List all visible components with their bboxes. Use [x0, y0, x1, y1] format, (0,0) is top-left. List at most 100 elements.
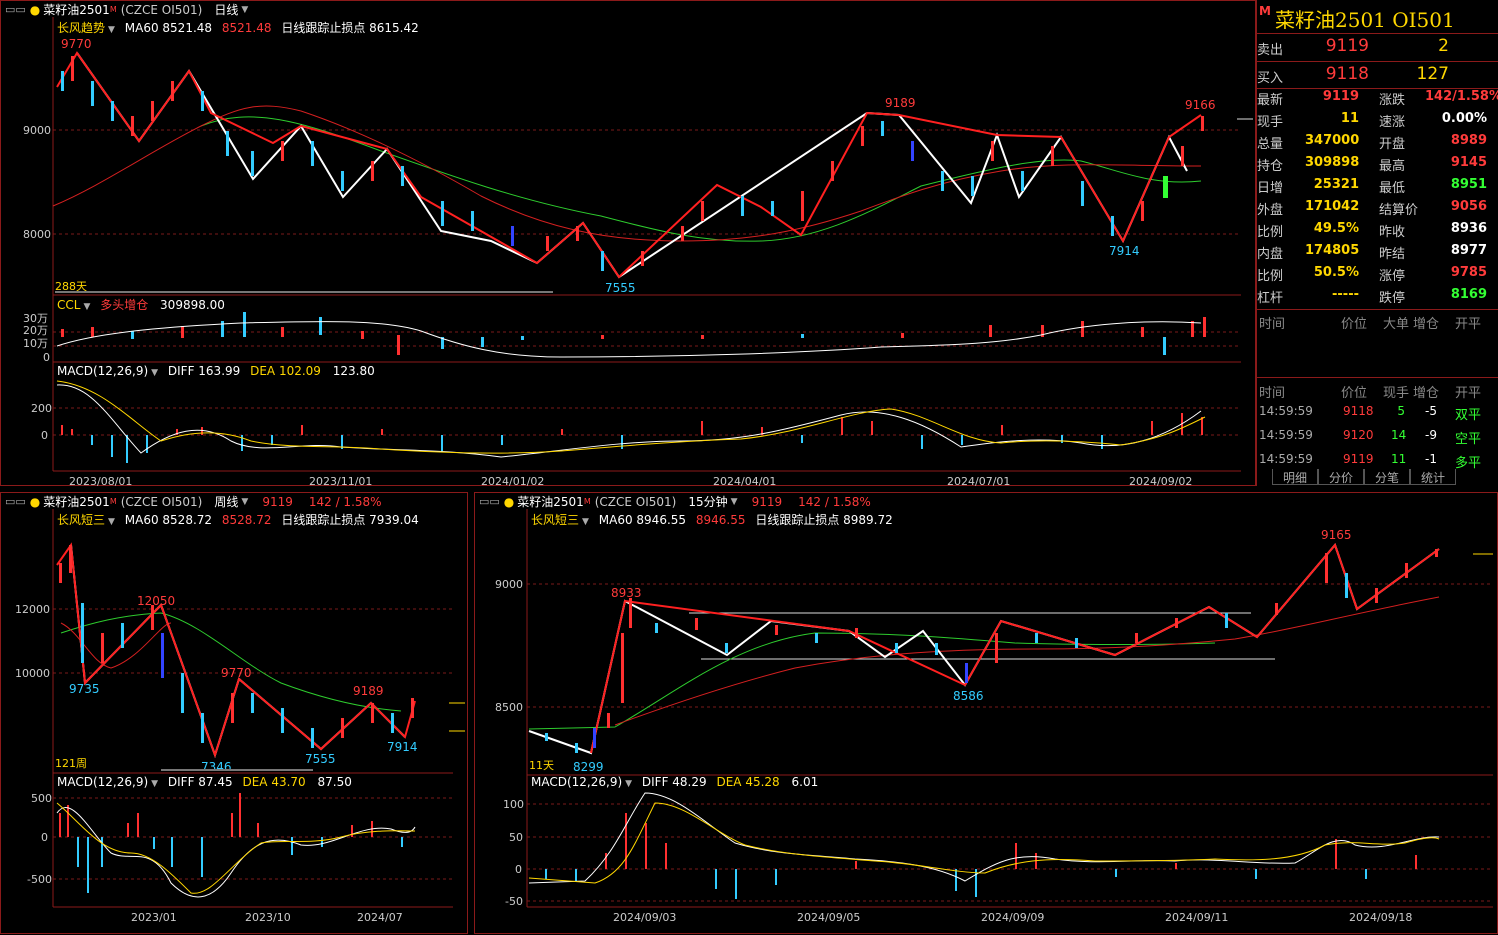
stat-label: 开盘 — [1379, 137, 1406, 152]
chevron-down-icon[interactable]: ▼ — [108, 25, 115, 35]
stat-label: 昨结 — [1379, 247, 1406, 262]
indicator-selector[interactable]: 长风短三 — [531, 513, 580, 527]
macd-dea-line — [56, 380, 1206, 454]
macd-dea-line — [56, 802, 416, 894]
tab-price-dist[interactable]: 分价 — [1318, 469, 1364, 485]
chevron-down-icon[interactable]: ▼ — [83, 302, 91, 312]
macd-diff: DIFF 163.99 — [167, 364, 241, 378]
quote-stat-row: 最新 9119 涨跌 142/1.58% — [1257, 89, 1498, 111]
peak-label: 12050 — [137, 594, 175, 608]
stat-label: 跌停 — [1379, 291, 1406, 306]
macd-dea-line — [528, 802, 1440, 884]
col-oi: 增仓 — [1413, 317, 1440, 332]
stat-value: 174805 — [1305, 243, 1360, 258]
tick-price: 9118 — [1343, 404, 1374, 418]
stat-value: 347000 — [1305, 133, 1360, 148]
quote-stat-row: 杠杆 ----- 跌停 8169 — [1257, 287, 1493, 309]
weekly-chart-panel[interactable]: ▭▭ ● 菜籽油2501 M (CZCE OI501) 周线 ▼ 9119 142 … — [0, 492, 468, 934]
tick-volume: 14 — [1391, 428, 1407, 442]
stat-label: 比例 — [1257, 225, 1284, 240]
indicator-selector[interactable]: 长风短三 — [57, 513, 106, 527]
ma-long-line — [60, 622, 172, 669]
window-restore-icon[interactable]: ▭▭ — [479, 495, 500, 508]
daily-price-chart[interactable]: 9000 8000 — [1, 1, 1257, 488]
ccl-selector[interactable]: CCL — [57, 298, 81, 312]
tab-ticks[interactable]: 分笔 — [1364, 469, 1410, 485]
quote-stat-row: 日增 25321 最低 8951 — [1257, 177, 1493, 199]
price-change: 142 / 1.58% — [308, 494, 382, 509]
min15-candles — [545, 549, 1438, 753]
bid-price: 9118 — [1325, 64, 1369, 84]
min15-price-chart[interactable]: 9000 8500 8933 9165 8586 8299 — [475, 493, 1498, 935]
period-selector[interactable]: 日线 — [214, 3, 239, 17]
y-tick: 9000 — [495, 578, 523, 591]
stat-value: 8989 — [1450, 133, 1487, 148]
main-contract-mark: M — [583, 497, 591, 506]
ma-long-line — [614, 596, 1440, 726]
chevron-down-icon[interactable]: ▼ — [730, 496, 738, 507]
window-restore-icon[interactable]: ▭▭ — [5, 495, 26, 508]
stat-label: 最新 — [1257, 93, 1284, 108]
trough-label: 7914 — [387, 740, 418, 754]
trough-label: 8586 — [953, 689, 984, 703]
x-tick: 2024/09/18 — [1349, 911, 1412, 924]
chevron-down-icon[interactable]: ▼ — [582, 517, 589, 527]
chevron-down-icon[interactable]: ▼ — [625, 779, 633, 789]
min15-chart-titlebar: ▭▭ ● 菜籽油2501 M (CZCE OI501) 15分钟 ▼ 9119 14… — [475, 493, 1497, 510]
period-selector[interactable]: 周线 — [214, 495, 239, 509]
x-tick: 2023/10 — [245, 911, 291, 924]
tick-oi-change: -1 — [1425, 452, 1437, 466]
x-tick: 2024/04/01 — [713, 475, 776, 488]
col-time: 时间 — [1259, 386, 1286, 401]
x-tick: 2023/11/01 — [309, 475, 372, 488]
min15-chart-panel[interactable]: ▭▭ ● 菜籽油2501 M (CZCE OI501) 15分钟 ▼ 9119 14… — [474, 492, 1498, 934]
stat-value: 8169 — [1450, 287, 1487, 302]
chevron-down-icon[interactable]: ▼ — [108, 517, 115, 527]
chevron-down-icon[interactable]: ▼ — [241, 4, 249, 15]
macd-selector[interactable]: MACD(12,26,9) — [531, 775, 623, 789]
weekly-price-chart[interactable]: 12000 10000 12050 9770 9189 9735 7346 75… — [1, 493, 469, 935]
peak-label: 8933 — [611, 586, 642, 600]
date-axis: 2023/08/01 2023/11/01 2024/01/02 2024/04… — [69, 475, 1192, 488]
quote-stat-row: 外盘 171042 结算价 9056 — [1257, 199, 1493, 221]
macd-tick: 200 — [31, 402, 52, 415]
window-restore-icon[interactable]: ▭▭ — [5, 3, 26, 16]
tab-stats[interactable]: 统计 — [1410, 469, 1456, 485]
y-tick: 8000 — [23, 228, 51, 241]
tick-row[interactable]: 14:59:59 9119 11 -1 多平 — [1259, 452, 1481, 474]
trough-label: 9735 — [69, 682, 100, 696]
price-change: 142 / 1.58% — [798, 494, 871, 509]
bid-row[interactable]: 买入 9118 127 — [1257, 64, 1493, 90]
x-tick: 2024/09/09 — [981, 911, 1044, 924]
macd-histogram — [545, 813, 1417, 899]
ask-price: 9119 — [1325, 36, 1369, 56]
macd-selector[interactable]: MACD(12,26,9) — [57, 775, 149, 789]
ma60-line — [60, 612, 402, 712]
daily-candles — [61, 56, 1204, 271]
stat-label: 比例 — [1257, 269, 1284, 284]
tick-time: 14:59:59 — [1259, 452, 1313, 466]
period-selector[interactable]: 15分钟 — [688, 495, 728, 509]
stat-value: 9056 — [1450, 199, 1487, 214]
bar-count-label: 121周 — [55, 757, 87, 770]
daily-chart-panel[interactable]: ▭▭ ● 菜籽油2501 M (CZCE OI501) 日线 ▼ 长风趋势 ▼ MA6… — [0, 0, 1257, 488]
tick-row[interactable]: 14:59:59 9118 5 -5 双平 — [1259, 404, 1481, 426]
trend-zigzag-red — [56, 542, 416, 759]
y-tick: 10000 — [15, 667, 50, 680]
macd-selector[interactable]: MACD(12,26,9) — [57, 364, 149, 378]
peak-label: 9770 — [61, 37, 92, 51]
tick-row[interactable]: 14:59:59 9120 14 -9 空平 — [1259, 428, 1481, 450]
quote-stat-row: 内盘 174805 昨结 8977 — [1257, 243, 1493, 265]
tick-time: 14:59:59 — [1259, 404, 1313, 418]
macd-legend: MACD(12,26,9) ▼ DIFF 163.99 DEA 102.09 12… — [57, 364, 375, 378]
macd-histogram — [61, 413, 1203, 463]
chevron-down-icon[interactable]: ▼ — [151, 779, 159, 789]
trough-label: 7914 — [1109, 244, 1140, 258]
ask-row[interactable]: 卖出 9119 2 — [1257, 36, 1493, 62]
stat-value: ----- — [1332, 287, 1359, 302]
chevron-down-icon[interactable]: ▼ — [241, 496, 249, 507]
chevron-down-icon[interactable]: ▼ — [151, 368, 159, 378]
indicator-selector[interactable]: 长风趋势 — [57, 21, 106, 35]
tab-detail[interactable]: 明细 — [1272, 469, 1318, 485]
ccl-value: 309898.00 — [160, 298, 225, 312]
